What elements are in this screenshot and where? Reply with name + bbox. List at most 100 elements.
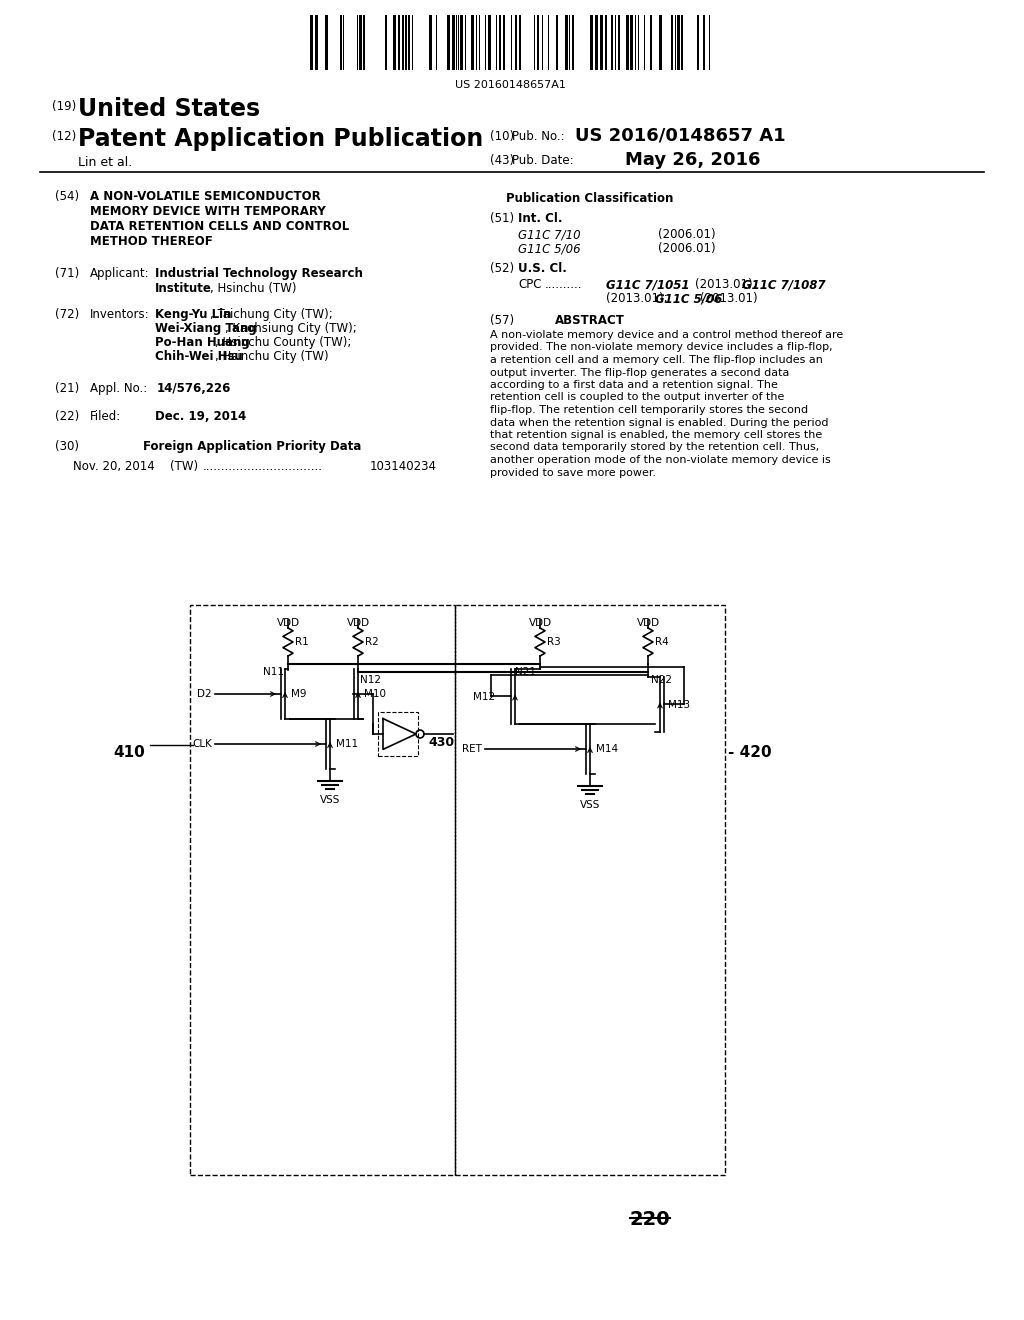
Text: N22: N22 <box>651 675 672 685</box>
Text: M14: M14 <box>596 744 618 754</box>
Text: VDD: VDD <box>276 618 300 628</box>
Text: US 20160148657A1: US 20160148657A1 <box>455 81 565 90</box>
Text: M13: M13 <box>668 700 690 710</box>
Bar <box>556 15 558 70</box>
Text: (2013.01);: (2013.01); <box>606 292 668 305</box>
Bar <box>703 15 705 70</box>
Bar <box>595 15 598 70</box>
Bar <box>515 15 517 70</box>
Text: that retention signal is enabled, the memory cell stores the: that retention signal is enabled, the me… <box>490 430 822 440</box>
Text: May 26, 2016: May 26, 2016 <box>625 150 761 169</box>
Text: Chih-Wei Hsu: Chih-Wei Hsu <box>155 350 243 363</box>
Text: M10: M10 <box>364 689 386 700</box>
Text: A NON-VOLATILE SEMICONDUCTOR: A NON-VOLATILE SEMICONDUCTOR <box>90 190 321 203</box>
Bar <box>671 15 673 70</box>
Bar <box>406 15 407 70</box>
Bar <box>572 15 574 70</box>
Bar <box>499 15 501 70</box>
Bar <box>455 605 725 1175</box>
Bar <box>310 15 313 70</box>
Text: CPC: CPC <box>518 279 542 290</box>
Text: VDD: VDD <box>346 618 370 628</box>
Text: (71): (71) <box>55 267 79 280</box>
Text: , Kaohsiung City (TW);: , Kaohsiung City (TW); <box>225 322 356 335</box>
Text: (2006.01): (2006.01) <box>658 242 716 255</box>
Text: provided. The non-violate memory device includes a flip-flop,: provided. The non-violate memory device … <box>490 342 833 352</box>
Text: N12: N12 <box>360 675 381 685</box>
Text: ................................: ................................ <box>203 459 323 473</box>
Text: G11C 5/06: G11C 5/06 <box>655 292 722 305</box>
Text: Publication Classification: Publication Classification <box>506 191 674 205</box>
Bar <box>359 15 362 70</box>
Bar <box>340 15 342 70</box>
Text: , Hsinchu City (TW): , Hsinchu City (TW) <box>215 350 329 363</box>
Text: Patent Application Publication: Patent Application Publication <box>78 127 483 150</box>
Text: , Taichung City (TW);: , Taichung City (TW); <box>210 308 333 321</box>
Text: Int. Cl.: Int. Cl. <box>518 213 562 224</box>
Text: R1: R1 <box>295 638 309 647</box>
Text: Institute: Institute <box>155 282 212 294</box>
Text: G11C 5/06: G11C 5/06 <box>518 242 581 255</box>
Bar <box>626 15 629 70</box>
Text: Inventors:: Inventors: <box>90 308 150 321</box>
Text: a retention cell and a memory cell. The flip-flop includes an: a retention cell and a memory cell. The … <box>490 355 823 366</box>
Text: VDD: VDD <box>528 618 552 628</box>
Text: METHOD THEREOF: METHOD THEREOF <box>90 235 213 248</box>
Text: A non-violate memory device and a control method thereof are: A non-violate memory device and a contro… <box>490 330 843 341</box>
Bar <box>519 15 521 70</box>
Text: ABSTRACT: ABSTRACT <box>555 314 625 327</box>
Text: VSS: VSS <box>319 795 340 805</box>
Bar <box>611 15 613 70</box>
Text: (57): (57) <box>490 314 514 327</box>
Text: Wei-Xiang Tang: Wei-Xiang Tang <box>155 322 257 335</box>
Text: provided to save more power.: provided to save more power. <box>490 467 656 478</box>
Bar <box>488 15 490 70</box>
Bar <box>650 15 652 70</box>
Bar <box>697 15 699 70</box>
Text: VDD: VDD <box>637 618 659 628</box>
Bar <box>503 15 505 70</box>
Text: DATA RETENTION CELLS AND CONTROL: DATA RETENTION CELLS AND CONTROL <box>90 220 349 234</box>
Text: second data temporarily stored by the retention cell. Thus,: second data temporarily stored by the re… <box>490 442 819 453</box>
Text: 410: 410 <box>114 744 145 760</box>
Text: output inverter. The flip-flop generates a second data: output inverter. The flip-flop generates… <box>490 367 790 378</box>
Text: D2: D2 <box>198 689 212 700</box>
Bar <box>315 15 318 70</box>
Text: (10): (10) <box>490 129 514 143</box>
Text: (19): (19) <box>52 100 76 114</box>
Text: M11: M11 <box>336 739 358 748</box>
Bar <box>190 605 455 1175</box>
Text: RET: RET <box>462 744 482 754</box>
Bar <box>677 15 680 70</box>
Text: R2: R2 <box>365 638 379 647</box>
Text: Filed:: Filed: <box>90 411 121 422</box>
Text: ..........: .......... <box>545 279 583 290</box>
Text: G11C 7/1051: G11C 7/1051 <box>606 279 689 290</box>
Bar <box>378 711 418 756</box>
Text: (43): (43) <box>490 154 514 168</box>
Bar <box>429 15 432 70</box>
Text: VSS: VSS <box>580 800 600 810</box>
Bar <box>590 15 593 70</box>
Text: G11C 7/10: G11C 7/10 <box>518 228 581 242</box>
Bar <box>460 15 463 70</box>
Text: MEMORY DEVICE WITH TEMPORARY: MEMORY DEVICE WITH TEMPORARY <box>90 205 326 218</box>
Text: retention cell is coupled to the output inverter of the: retention cell is coupled to the output … <box>490 392 784 403</box>
Text: Appl. No.:: Appl. No.: <box>90 381 147 395</box>
Text: Applicant:: Applicant: <box>90 267 150 280</box>
Text: , Hsinchu (TW): , Hsinchu (TW) <box>210 282 297 294</box>
Text: (22): (22) <box>55 411 79 422</box>
Bar <box>537 15 539 70</box>
Text: 430: 430 <box>428 735 454 748</box>
Bar <box>447 15 450 70</box>
Text: R4: R4 <box>655 638 669 647</box>
Text: Lin et al.: Lin et al. <box>78 156 132 169</box>
Text: Nov. 20, 2014: Nov. 20, 2014 <box>73 459 155 473</box>
Bar <box>402 15 404 70</box>
Text: N21: N21 <box>515 667 536 677</box>
Text: - 420: - 420 <box>728 744 772 760</box>
Bar <box>681 15 683 70</box>
Text: (TW): (TW) <box>170 459 198 473</box>
Bar <box>325 15 328 70</box>
Text: (51): (51) <box>490 213 514 224</box>
